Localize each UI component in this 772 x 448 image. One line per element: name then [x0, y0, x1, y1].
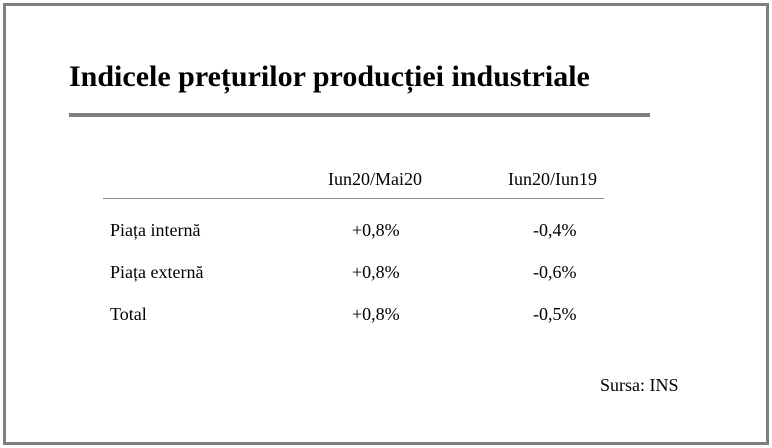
row-label-internal-market: Piața internă	[110, 220, 201, 240]
figure-frame	[3, 3, 769, 445]
cell-internal-yearly: -0,4%	[533, 220, 577, 240]
cell-external-yearly: -0,6%	[533, 262, 577, 282]
cell-external-monthly: +0,8%	[352, 262, 400, 282]
row-label-external-market: Piața externă	[110, 262, 204, 282]
cell-total-yearly: -0,5%	[533, 304, 577, 324]
cell-total-monthly: +0,8%	[352, 304, 400, 324]
title-underline	[69, 113, 650, 117]
page-title: Indicele prețurilor producției industria…	[69, 60, 590, 93]
source-note: Sursa: INS	[600, 375, 679, 395]
header-divider	[103, 198, 604, 199]
row-label-total: Total	[110, 304, 147, 324]
column-header-monthly: Iun20/Mai20	[328, 169, 422, 189]
column-header-yearly: Iun20/Iun19	[508, 169, 597, 189]
cell-internal-monthly: +0,8%	[352, 220, 400, 240]
